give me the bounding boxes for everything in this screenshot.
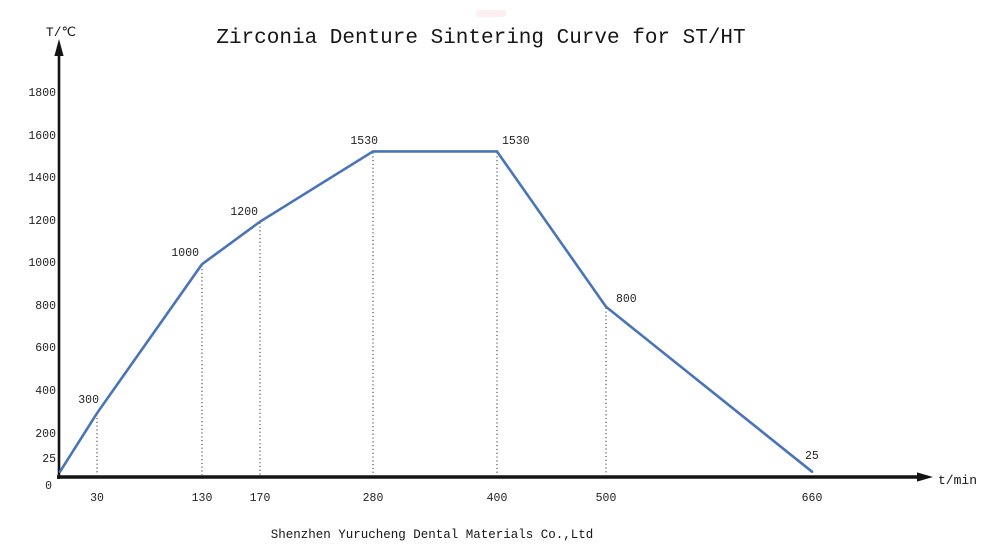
point-label: 300 (78, 394, 99, 408)
y-tick-label: 400 (35, 385, 56, 398)
x-axis-label: t/min (938, 473, 978, 488)
y-tick-label: 25 (42, 453, 56, 466)
x-tick-label: 500 (595, 492, 617, 505)
x-tick-label: 130 (191, 492, 213, 505)
y-tick-label: 1600 (28, 130, 56, 143)
x-tick-label: 280 (362, 492, 384, 505)
x-tick-label: 170 (249, 492, 271, 505)
chart-title: Zirconia Denture Sintering Curve for ST/… (216, 27, 746, 50)
point-label: 800 (616, 292, 637, 306)
company-footer: Shenzhen Yurucheng Dental Materials Co.,… (270, 528, 594, 542)
point-label: 1530 (350, 135, 378, 149)
y-tick-label: 800 (35, 300, 56, 313)
sintering-curve-line (58, 150, 814, 473)
y-tick-label: 1800 (28, 87, 56, 100)
y-tick-label: 600 (35, 342, 56, 355)
y-tick-label: 1400 (28, 172, 56, 185)
y-tick-label: 1200 (28, 215, 56, 228)
x-axis-arrowhead (917, 472, 933, 482)
y-tick-label: 1000 (28, 257, 56, 270)
x-tick-label: 660 (801, 492, 823, 505)
y-tick-label-origin: 0 (45, 480, 52, 493)
y-axis-arrowhead (54, 39, 64, 56)
point-label: 1200 (230, 205, 258, 219)
x-tick-label: 400 (486, 492, 508, 505)
y-tick-label: 200 (35, 428, 56, 441)
faint-watermark-artifact (476, 10, 506, 17)
y-axis-label: T/℃ (45, 25, 77, 40)
point-label: 1000 (171, 247, 199, 261)
x-tick-label: 30 (90, 492, 104, 505)
point-label: 1530 (502, 135, 530, 149)
point-label: 25 (805, 449, 819, 463)
